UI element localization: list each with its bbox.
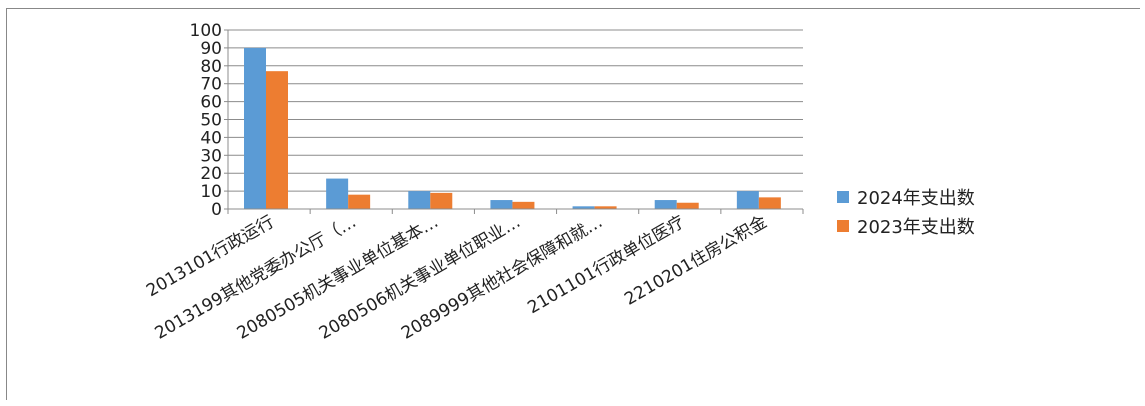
x-category-label: 2101101行政单位医疗 xyxy=(524,212,688,318)
y-tick-label: 40 xyxy=(200,128,222,148)
bar-2024 xyxy=(490,200,513,209)
y-tick-label: 50 xyxy=(200,111,222,131)
chart-frame xyxy=(6,8,1140,400)
bar-2024 xyxy=(244,47,266,210)
legend-label: 2023年支出数 xyxy=(857,217,975,238)
bar-2023 xyxy=(512,201,535,209)
bar-2023 xyxy=(758,197,781,209)
bar-2024 xyxy=(572,206,595,209)
legend: 2024年支出数 2023年支出数 xyxy=(837,188,975,238)
grid-lines xyxy=(228,29,803,192)
bar-2023 xyxy=(348,194,371,209)
legend-label: 2024年支出数 xyxy=(857,188,975,209)
bar-2024 xyxy=(408,191,431,209)
y-tick-label: 10 xyxy=(200,182,222,202)
y-tick-label: 20 xyxy=(200,164,222,184)
bar-2024 xyxy=(326,178,349,209)
x-category-label: 2210201住房公积金 xyxy=(621,212,770,310)
y-tick-label: 0 xyxy=(211,200,222,220)
axes xyxy=(224,29,804,214)
bar-2023 xyxy=(594,206,617,209)
legend-swatch xyxy=(837,191,849,203)
bars xyxy=(244,47,781,210)
y-tick-label: 100 xyxy=(190,21,222,41)
y-tick-label: 90 xyxy=(200,39,222,59)
y-tick-label: 70 xyxy=(200,75,222,95)
y-tick-label: 80 xyxy=(200,57,222,77)
bar-2024 xyxy=(736,191,759,209)
bar-2024 xyxy=(654,200,677,209)
legend-swatch xyxy=(837,220,849,232)
y-tick-label: 30 xyxy=(200,146,222,166)
y-tick-label: 60 xyxy=(200,93,222,113)
x-axis-categories: 2013101行政运行2013199其他党委办公厅（…2080505机关事业单位… xyxy=(143,212,770,344)
bar-2023 xyxy=(266,71,288,209)
bar-2023 xyxy=(676,202,699,209)
bar-2023 xyxy=(430,192,453,209)
